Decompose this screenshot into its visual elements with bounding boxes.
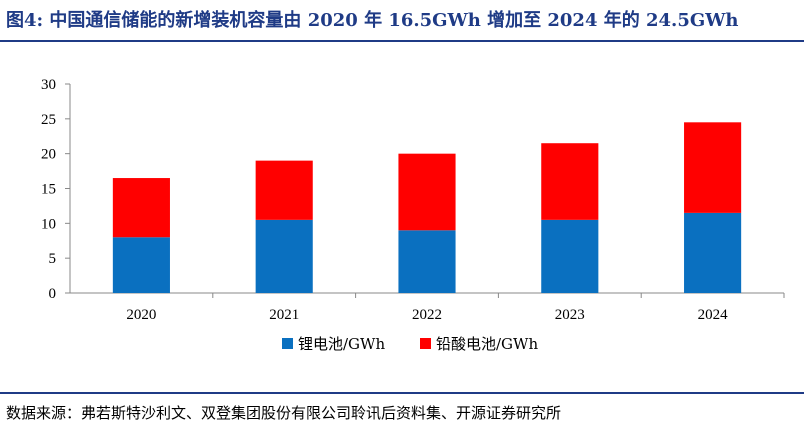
y-tick-label: 20 — [41, 147, 56, 163]
bar-lithium-2023 — [541, 219, 599, 293]
chart-legend: 锂电池/GWh 铅酸电池/GWh — [282, 335, 538, 353]
y-tick-label: 10 — [41, 216, 56, 232]
source-rule — [0, 392, 804, 394]
bar-lead-acid-2024 — [684, 122, 742, 213]
bar-lead-acid-2020 — [112, 178, 170, 238]
bar-lead-acid-2021 — [255, 160, 313, 220]
bar-lead-acid-2022 — [398, 153, 456, 231]
y-tick-label: 15 — [41, 182, 56, 198]
x-tick-label: 2020 — [126, 307, 156, 323]
bar-lithium-2024 — [684, 212, 742, 293]
x-tick-label: 2024 — [698, 307, 729, 323]
legend-label-lead-acid: 铅酸电池/GWh — [436, 335, 538, 353]
bar-lead-acid-2023 — [541, 143, 599, 220]
x-tick-label: 2021 — [269, 307, 299, 323]
legend-label-lithium: 锂电池/GWh — [298, 335, 385, 353]
bar-lithium-2021 — [255, 219, 313, 293]
source-note: 数据来源：弗若斯特沙利文、双登集团股份有限公司聆讯后资料集、开源证券研究所 — [6, 404, 562, 422]
bar-lithium-2020 — [112, 237, 170, 293]
bar-lithium-2022 — [398, 230, 456, 293]
legend-swatch-lead-acid — [420, 338, 431, 349]
y-tick-label: 25 — [41, 112, 56, 128]
y-tick-label: 30 — [41, 77, 56, 93]
y-tick-label: 5 — [49, 251, 57, 267]
chart-title: 图4: 中国通信储能的新增装机容量由 2020 年 16.5GWh 增加至 20… — [6, 10, 739, 31]
chart-bars — [112, 122, 742, 293]
legend-swatch-lithium — [282, 338, 293, 349]
x-tick-label: 2022 — [412, 307, 442, 323]
chart-axes: 0 5 10 15 20 25 30 2020 2021 2022 2023 2024 — [41, 77, 785, 323]
y-tick-label: 0 — [49, 286, 57, 302]
title-rule — [0, 40, 804, 42]
x-tick-label: 2023 — [555, 307, 585, 323]
stacked-bar-chart: 0 5 10 15 20 25 30 2020 2021 2022 2023 2024 锂电池/GWh… — [41, 77, 785, 353]
